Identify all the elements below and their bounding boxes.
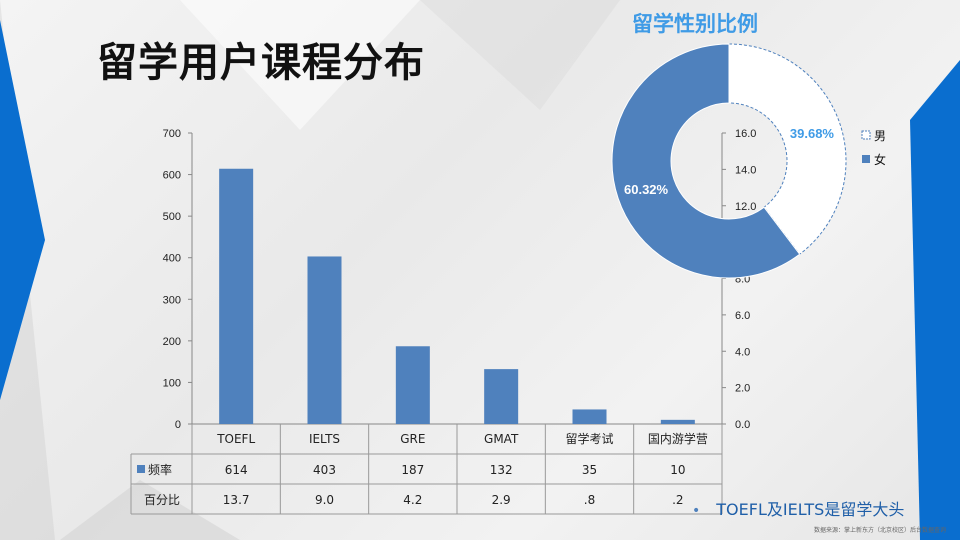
bar: [395, 346, 430, 424]
table-row-label: 百分比: [144, 493, 180, 507]
bar: [660, 419, 695, 424]
y-tick-label: 300: [163, 294, 181, 306]
category-label: 国内游学营: [648, 431, 708, 446]
category-label: 留学考试: [565, 431, 613, 446]
table-cell: 10: [670, 463, 685, 477]
y-tick-label: 400: [163, 253, 181, 265]
table-cell: 4.2: [403, 493, 422, 507]
legend-swatch: [861, 130, 871, 140]
table-cell: 35: [582, 463, 597, 477]
donut-value-label: 60.32%: [624, 182, 669, 197]
y-tick-label: 0: [175, 419, 181, 431]
y-tick-label: 600: [163, 170, 181, 182]
category-label: GMAT: [484, 432, 519, 446]
table-cell: 403: [313, 463, 336, 477]
legend-swatch: [137, 465, 145, 473]
bar-chart: 01002003004005006007000.02.04.06.08.010.…: [130, 128, 756, 515]
category-label: GRE: [400, 432, 425, 446]
y2-tick-label: 14.0: [735, 164, 756, 176]
category-label: TOEFL: [216, 432, 255, 446]
table-cell: 9.0: [315, 493, 334, 507]
y-tick-label: 200: [163, 336, 181, 348]
table-cell: 614: [225, 463, 248, 477]
bullet-note: • TOEFL及IELTS是留学大头: [692, 496, 904, 520]
bar: [307, 256, 342, 424]
table-cell: .2: [672, 493, 683, 507]
data-source-note: 数据来源：掌上新东方（北京校区）后台数据查询: [814, 527, 947, 534]
y2-tick-label: 0.0: [735, 419, 750, 431]
bar: [572, 409, 607, 424]
table-cell: 13.7: [223, 493, 250, 507]
donut-value-label: 39.68%: [790, 126, 835, 141]
bullet-text: TOEFL及IELTS是留学大头: [716, 500, 905, 519]
table-cell: 187: [401, 463, 424, 477]
donut-slice: [728, 43, 847, 255]
y-tick-label: 100: [163, 377, 181, 389]
table-row-label: 频率: [148, 462, 172, 477]
y2-tick-label: 12.0: [735, 201, 756, 213]
y2-tick-label: 6.0: [735, 310, 750, 322]
donut-chart-title: 留学性别比例: [632, 12, 758, 36]
y-tick-label: 700: [163, 128, 181, 140]
bullet-dot-icon: •: [692, 503, 701, 519]
legend-label: 男: [874, 129, 886, 143]
table-cell: .8: [584, 493, 595, 507]
page-title: 留学用户课程分布: [97, 40, 425, 86]
y2-tick-label: 4.0: [735, 346, 750, 358]
table-cell: 2.9: [492, 493, 511, 507]
y2-tick-label: 2.0: [735, 383, 750, 395]
donut-slice: [611, 43, 801, 279]
category-label: IELTS: [309, 432, 340, 446]
donut-chart: 39.68% 60.32% 男女: [611, 43, 886, 279]
bar: [484, 369, 519, 424]
right-accent-stripe: [910, 60, 960, 540]
legend-label: 女: [874, 152, 886, 167]
legend-swatch: [862, 155, 870, 163]
y2-tick-label: 16.0: [735, 128, 756, 140]
bar: [219, 168, 254, 424]
y-tick-label: 500: [163, 211, 181, 223]
table-cell: 132: [490, 463, 513, 477]
left-accent-stripe: [0, 20, 45, 400]
